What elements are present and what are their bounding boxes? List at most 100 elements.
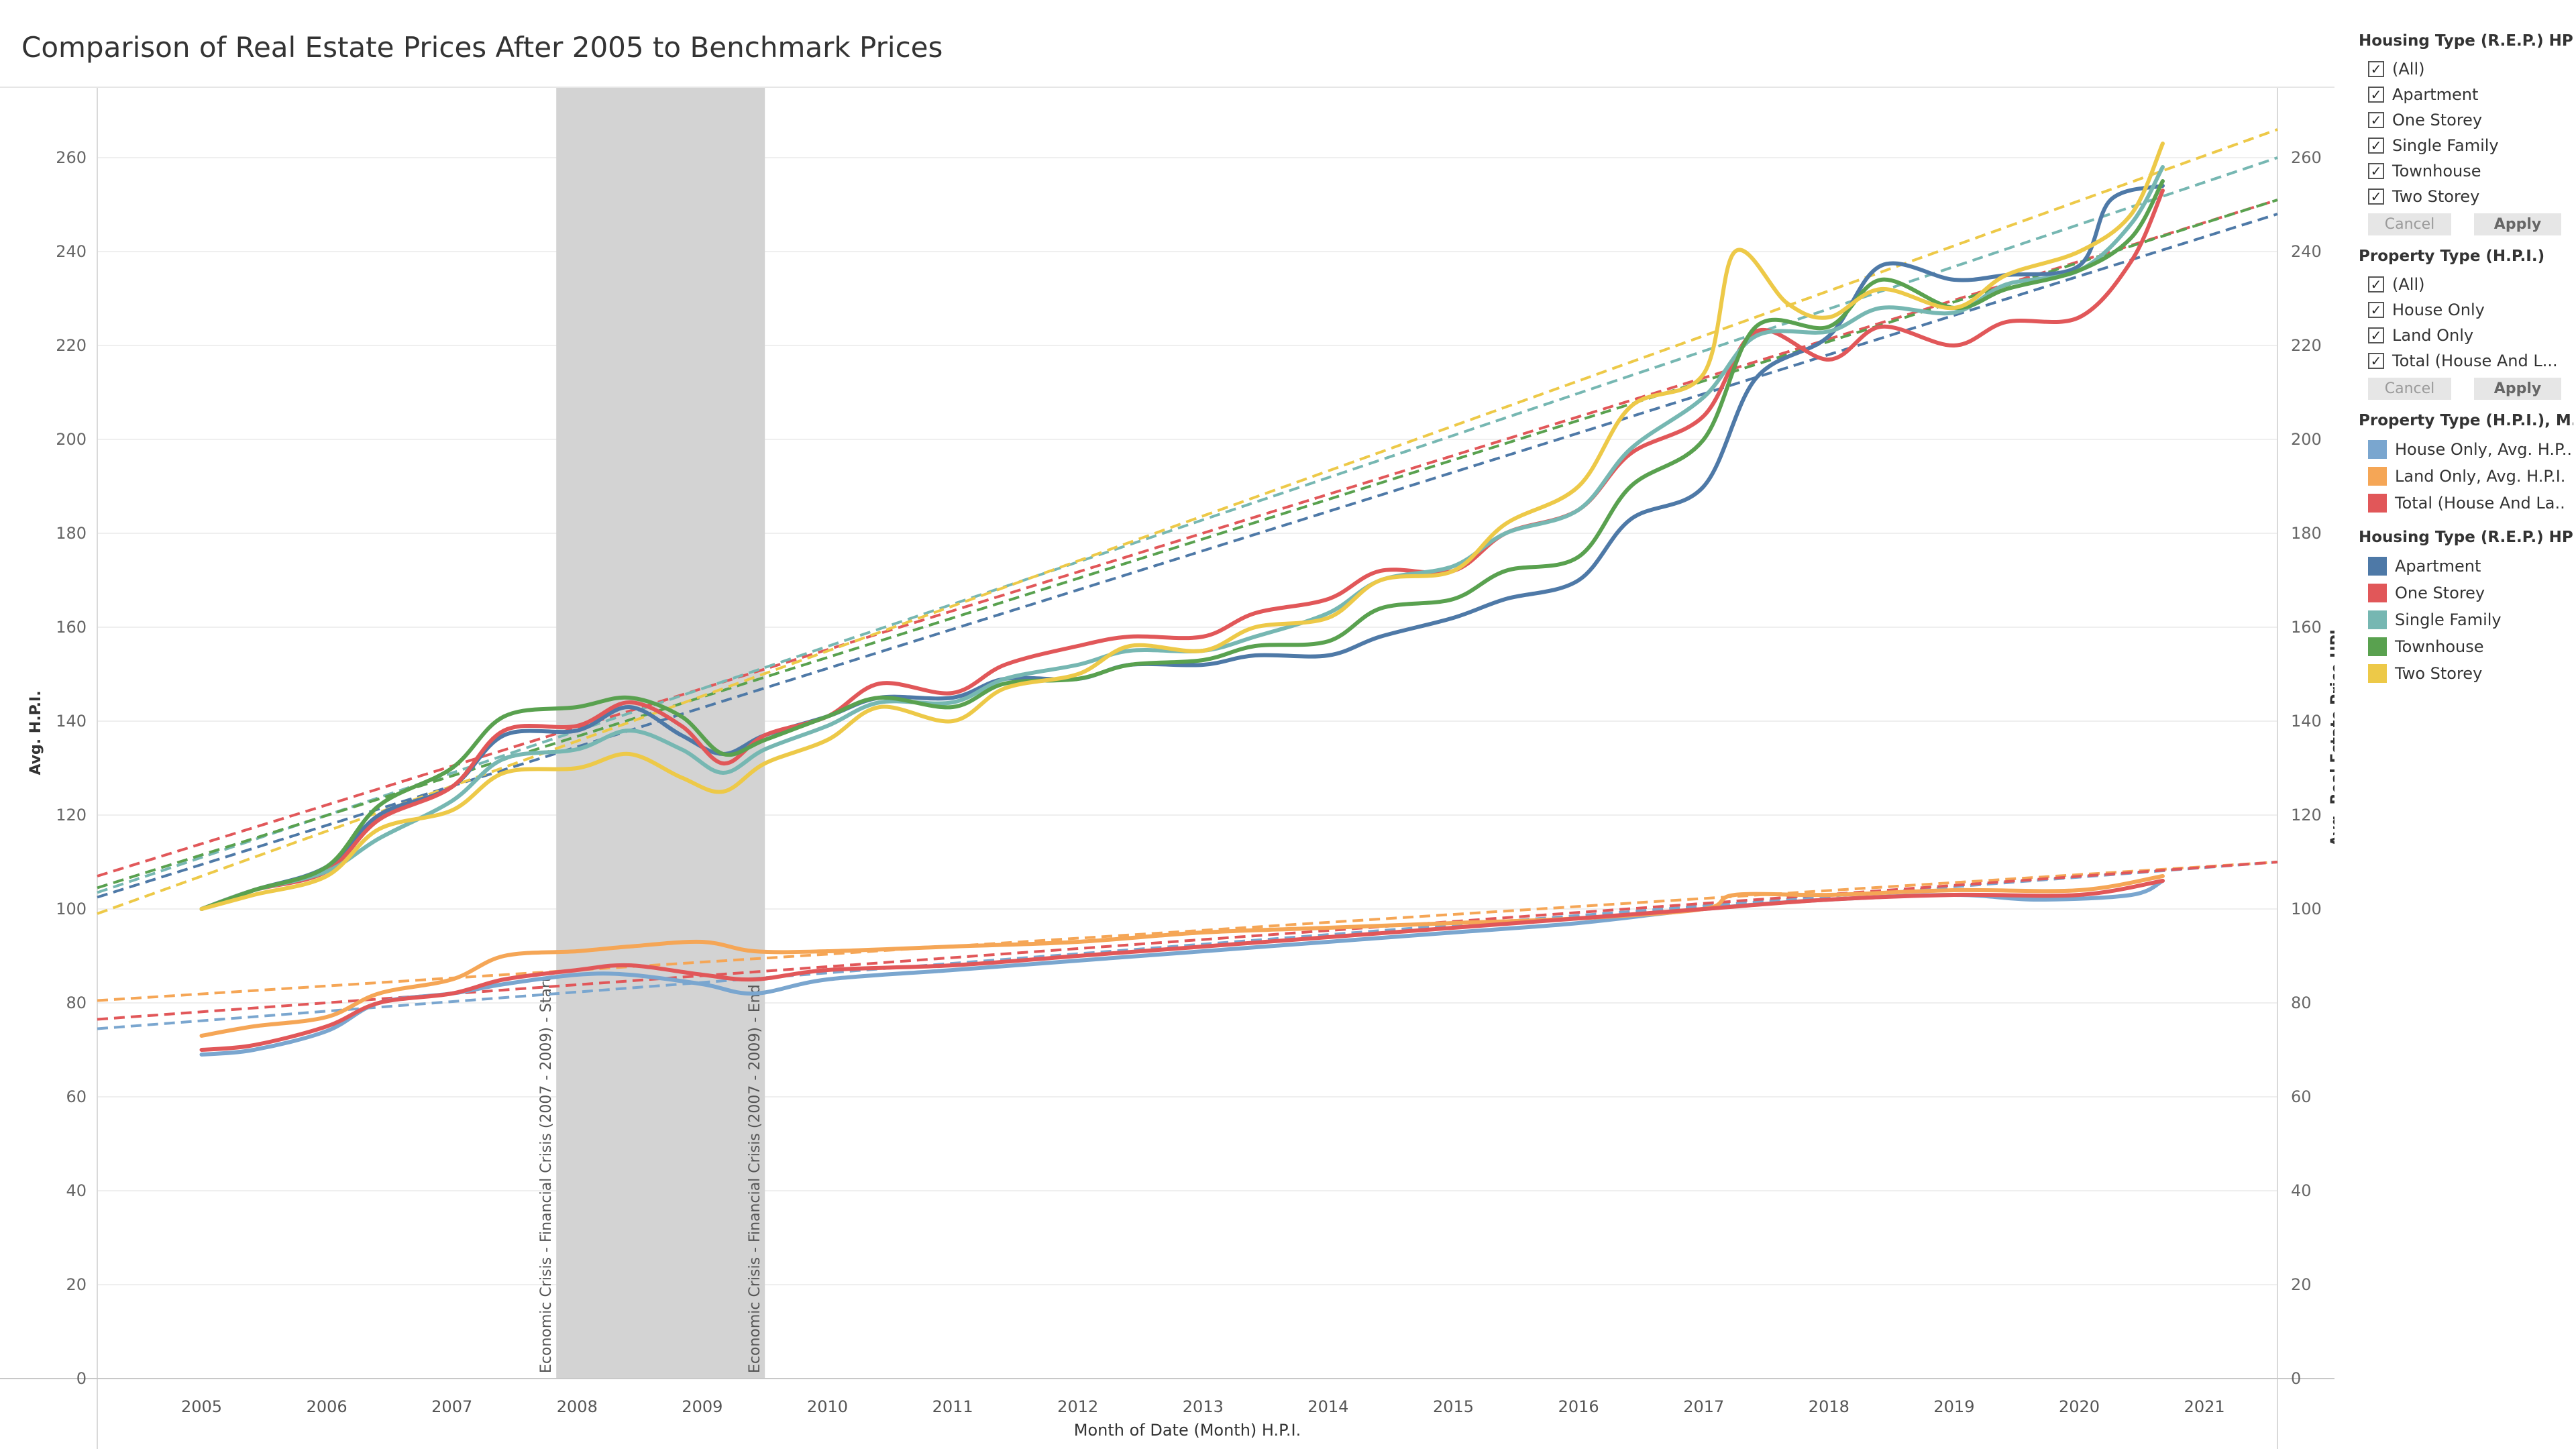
filter-item-townhouse[interactable]: ✓ Townhouse: [2359, 158, 2573, 184]
chart-title: Comparison of Real Estate Prices After 2…: [21, 31, 943, 64]
series-line: [199, 142, 2165, 911]
x-tick-label: 2019: [1933, 1397, 1974, 1416]
legend-swatch: [2368, 557, 2387, 576]
legend-item-land-only[interactable]: Land Only, Avg. H.P.I.: [2359, 463, 2573, 490]
filter-item-two-storey[interactable]: ✓ Two Storey: [2359, 184, 2573, 209]
trend-line: [97, 199, 2278, 890]
y-tick-label-left: 220: [56, 336, 87, 355]
filter-item-total[interactable]: ✓ Total (House And L...: [2359, 348, 2573, 374]
checkbox-checked-icon[interactable]: ✓: [2368, 138, 2384, 154]
y-tick-label-right: 40: [2291, 1181, 2312, 1200]
x-tick-label: 2005: [181, 1397, 222, 1416]
legend-swatch: [2368, 637, 2387, 656]
y-tick-label-left: 40: [66, 1181, 87, 1200]
trend-line: [97, 156, 2278, 894]
filter-item-label: (All): [2392, 275, 2425, 294]
y-tick-label-right: 160: [2291, 618, 2322, 637]
legend-item-label: Single Family: [2395, 610, 2502, 629]
filter-item-single-family[interactable]: ✓ Single Family: [2359, 133, 2573, 158]
legend-item-single-family[interactable]: Single Family: [2359, 606, 2573, 633]
legend-item-house-only[interactable]: House Only, Avg. H.P..: [2359, 436, 2573, 463]
checkbox-checked-icon[interactable]: ✓: [2368, 327, 2384, 343]
legend-swatch: [2368, 664, 2387, 683]
legend-item-label: Apartment: [2395, 557, 2481, 576]
y-tick-label-right: 240: [2291, 242, 2322, 261]
filter-item-land-only[interactable]: ✓ Land Only: [2359, 323, 2573, 348]
x-tick-label: 2006: [307, 1397, 347, 1416]
housing-type-legend: Housing Type (R.E.P.) HPI Apartment One …: [2359, 529, 2573, 687]
filter-item-label: Total (House And L...: [2392, 352, 2558, 370]
y-tick-label-right: 200: [2291, 430, 2322, 449]
checkbox-checked-icon[interactable]: ✓: [2368, 163, 2384, 179]
checkbox-checked-icon[interactable]: ✓: [2368, 276, 2384, 292]
filter-item-all[interactable]: ✓ (All): [2359, 272, 2573, 297]
checkbox-checked-icon[interactable]: ✓: [2368, 112, 2384, 128]
crisis-start-label: Economic Crisis - Financial Crisis (2007…: [538, 976, 555, 1373]
housing-filter-apply-button[interactable]: Apply: [2474, 213, 2561, 235]
trend-line: [97, 128, 2278, 915]
legend-swatch: [2368, 467, 2387, 486]
x-tick-label: 2008: [557, 1397, 598, 1416]
series-lines: [199, 142, 2165, 1057]
x-tick-label: 2021: [2184, 1397, 2225, 1416]
x-tick-label: 2016: [1558, 1397, 1599, 1416]
legend-item-one-storey[interactable]: One Storey: [2359, 580, 2573, 606]
y-tick-label-left: 20: [66, 1275, 87, 1294]
housing-filter-cancel-button[interactable]: Cancel: [2368, 213, 2451, 235]
y-tick-label-right: 20: [2291, 1275, 2312, 1294]
y-tick-label-right: 60: [2291, 1087, 2312, 1106]
legend-item-total[interactable]: Total (House And La..: [2359, 490, 2573, 517]
y-tick-label-left: 180: [56, 524, 87, 543]
filter-item-label: House Only: [2392, 301, 2485, 319]
x-tick-label: 2012: [1057, 1397, 1098, 1416]
property-filter-cancel-button[interactable]: Cancel: [2368, 378, 2451, 400]
filter-item-label: Apartment: [2392, 85, 2479, 104]
y-axis-title-right: Avg. Real Estate Price HPI: [2328, 629, 2334, 847]
legend-swatch: [2368, 440, 2387, 459]
legend-item-label: Two Storey: [2395, 664, 2483, 683]
x-tick-label: 2020: [2059, 1397, 2100, 1416]
housing-type-filter: Housing Type (R.E.P.) HPI.. ✓ (All) ✓ Apar…: [2359, 32, 2573, 235]
crisis-end-label: Economic Crisis - Financial Crisis (2007…: [747, 984, 763, 1373]
legend-item-apartment[interactable]: Apartment: [2359, 553, 2573, 580]
y-tick-label-left: 140: [56, 712, 87, 731]
filter-item-apartment[interactable]: ✓ Apartment: [2359, 82, 2573, 107]
checkbox-checked-icon[interactable]: ✓: [2368, 61, 2384, 77]
legend-item-label: Townhouse: [2395, 637, 2484, 656]
x-tick-label: 2009: [682, 1397, 722, 1416]
y-tick-label-left: 260: [56, 148, 87, 167]
series-line: [199, 874, 2165, 1038]
y-tick-label-right: 100: [2291, 900, 2322, 918]
y-tick-label-left: 200: [56, 430, 87, 449]
crisis-band: Economic Crisis - Financial Crisis (2007…: [538, 87, 765, 1379]
checkbox-checked-icon[interactable]: ✓: [2368, 302, 2384, 318]
filter-item-one-storey[interactable]: ✓ One Storey: [2359, 107, 2573, 133]
legend-swatch: [2368, 610, 2387, 629]
trend-line: [97, 199, 2278, 877]
x-tick-label: 2010: [807, 1397, 848, 1416]
x-tick-label: 2013: [1183, 1397, 1224, 1416]
property-type-legend-title: Property Type (H.P.I.), M..: [2359, 412, 2573, 429]
legend-item-two-storey[interactable]: Two Storey: [2359, 660, 2573, 687]
legend-item-townhouse[interactable]: Townhouse: [2359, 633, 2573, 660]
trend-line: [97, 213, 2278, 899]
checkbox-checked-icon[interactable]: ✓: [2368, 189, 2384, 205]
filter-item-label: Land Only: [2392, 326, 2474, 345]
x-tick-label: 2014: [1307, 1397, 1348, 1416]
filter-item-house-only[interactable]: ✓ House Only: [2359, 297, 2573, 323]
series-line: [199, 879, 2165, 1052]
property-filter-apply-button[interactable]: Apply: [2474, 378, 2561, 400]
y-tick-label-right: 220: [2291, 336, 2322, 355]
housing-type-filter-title: Housing Type (R.E.P.) HPI..: [2359, 32, 2573, 50]
y-tick-label-left: 60: [66, 1087, 87, 1106]
y-axis-title-left: Avg. H.P.I.: [28, 690, 44, 775]
filter-item-label: Townhouse: [2392, 162, 2481, 180]
y-tick-label-right: 180: [2291, 524, 2322, 543]
y-tick-label-right: 140: [2291, 712, 2322, 731]
filter-item-all[interactable]: ✓ (All): [2359, 56, 2573, 82]
legend-panel: Housing Type (R.E.P.) HPI.. ✓ (All) ✓ Apar…: [2359, 27, 2573, 687]
checkbox-checked-icon[interactable]: ✓: [2368, 87, 2384, 103]
checkbox-checked-icon[interactable]: ✓: [2368, 353, 2384, 369]
property-type-filter-title: Property Type (H.P.I.): [2359, 248, 2545, 265]
y-tick-label-right: 120: [2291, 806, 2322, 824]
